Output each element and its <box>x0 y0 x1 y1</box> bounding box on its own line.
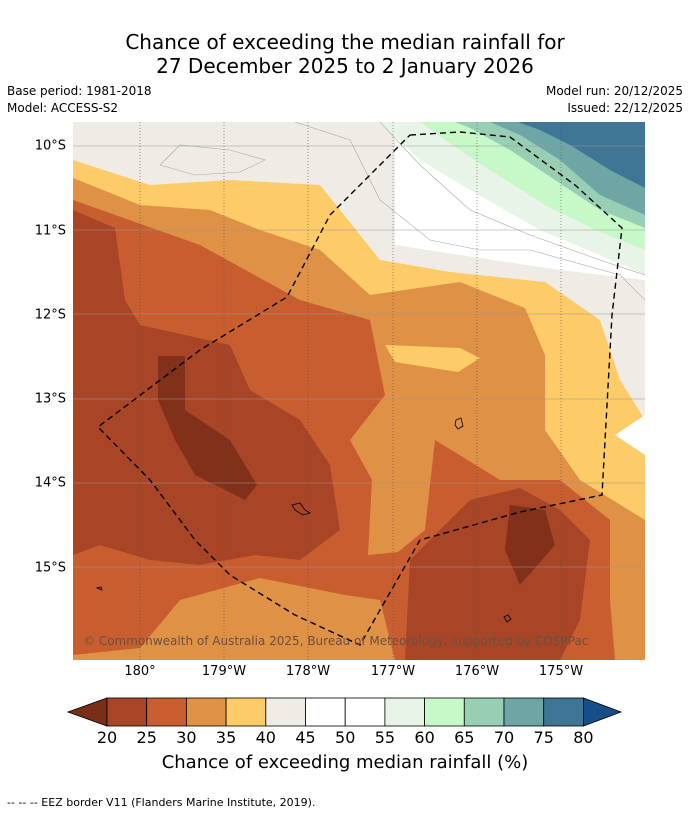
colorbar-bin-25-30 <box>146 697 187 727</box>
patch-35-40-inner <box>385 345 480 372</box>
colorbar-tick-65: 65 <box>454 728 475 747</box>
base-period: Base period: 1981-2018 <box>7 84 152 98</box>
lon-label-178w: 178°W <box>285 664 331 679</box>
colorbar-tick-40: 40 <box>255 728 276 747</box>
colorbar-title: Chance of exceeding median rainfall (%) <box>161 752 529 773</box>
lat-label-10s: 10°S <box>34 138 66 154</box>
colorbar-tick-60: 60 <box>414 728 435 747</box>
islands <box>95 417 512 623</box>
colorbar-tick-80: 80 <box>573 728 594 747</box>
model-name: Model: ACCESS-S2 <box>7 101 119 115</box>
colorbar-tick-55: 55 <box>374 728 396 747</box>
copyright-notice: © Commonwealth of Australia 2025, Bureau… <box>83 634 588 648</box>
colorbar-tick-75: 75 <box>533 728 554 747</box>
eez-border <box>96 131 623 646</box>
colorbar-tick-45: 45 <box>295 728 316 747</box>
colorbar-tick-25: 25 <box>136 728 157 747</box>
band-below-20 <box>158 356 257 500</box>
lon-label-177w: 177°W <box>370 664 416 679</box>
island-central <box>291 502 311 516</box>
title-line-1: Chance of exceeding the median rainfall … <box>125 30 565 54</box>
colorbar-bin-20-25 <box>106 697 148 727</box>
lon-label-175w: 175°W <box>538 664 584 679</box>
colorbar-bin-55-60 <box>384 697 425 727</box>
band-75-80 <box>518 122 645 188</box>
lat-label-14s: 14°S <box>34 475 66 491</box>
lat-label-15s: 15°S <box>34 560 66 576</box>
meta-left: Base period: 1981-2018 Model: ACCESS-S2 <box>7 83 152 117</box>
island-west <box>95 586 103 591</box>
graticule <box>73 122 645 660</box>
contour-55-north <box>159 144 266 176</box>
eez-footnote: -- -- -- EEZ border V11 (Flanders Marine… <box>7 796 316 809</box>
map-title: Chance of exceeding the median rainfall … <box>0 30 690 78</box>
colorbar-bin-65-70 <box>463 697 505 727</box>
lon-label-176w: 176°W <box>454 664 500 679</box>
colorbar-bin-70-75 <box>503 697 545 727</box>
colorbar-bin-75-80 <box>543 697 584 727</box>
lon-label-179w: 179°W <box>201 664 247 679</box>
colorbar-bin-50-55 <box>344 697 386 727</box>
lon-label-180: 180° <box>124 664 156 679</box>
colorbar-bin-60-65 <box>424 697 465 727</box>
band-45-50-east <box>615 415 645 455</box>
rainfall-map: © Commonwealth of Australia 2025, Bureau… <box>73 122 645 660</box>
colorbar-bin-45-50 <box>305 697 346 727</box>
contour-60-ne <box>379 122 645 276</box>
lat-label-12s: 12°S <box>34 307 66 323</box>
colorbar-bin-35-40 <box>225 697 267 727</box>
colorbar <box>66 697 623 727</box>
colorbar-tick-35: 35 <box>215 728 237 747</box>
issued-date: Issued: 22/12/2025 <box>567 101 683 115</box>
lat-label-11s: 11°S <box>34 223 66 239</box>
lat-label-13s: 13°S <box>34 391 66 407</box>
island-south <box>503 614 512 623</box>
colorbar-tick-70: 70 <box>493 728 515 747</box>
island-north-east <box>454 417 464 430</box>
colorbar-tick-30: 30 <box>176 728 197 747</box>
colorbar-tick-50: 50 <box>335 728 356 747</box>
colorbar-bin-30-35 <box>185 697 227 727</box>
colorbar-extend-low <box>66 697 108 727</box>
colorbar-bin-40-45 <box>265 697 306 727</box>
model-run: Model run: 20/12/2025 <box>545 84 683 98</box>
colorbar-tick-20: 20 <box>96 728 118 747</box>
meta-right: Model run: 20/12/2025 Issued: 22/12/2025 <box>546 83 683 117</box>
band-below-20-south <box>505 505 555 585</box>
title-line-2: 27 December 2025 to 2 January 2026 <box>156 54 534 78</box>
colorbar-extend-high <box>583 697 623 727</box>
contour-55-ne <box>294 122 645 301</box>
